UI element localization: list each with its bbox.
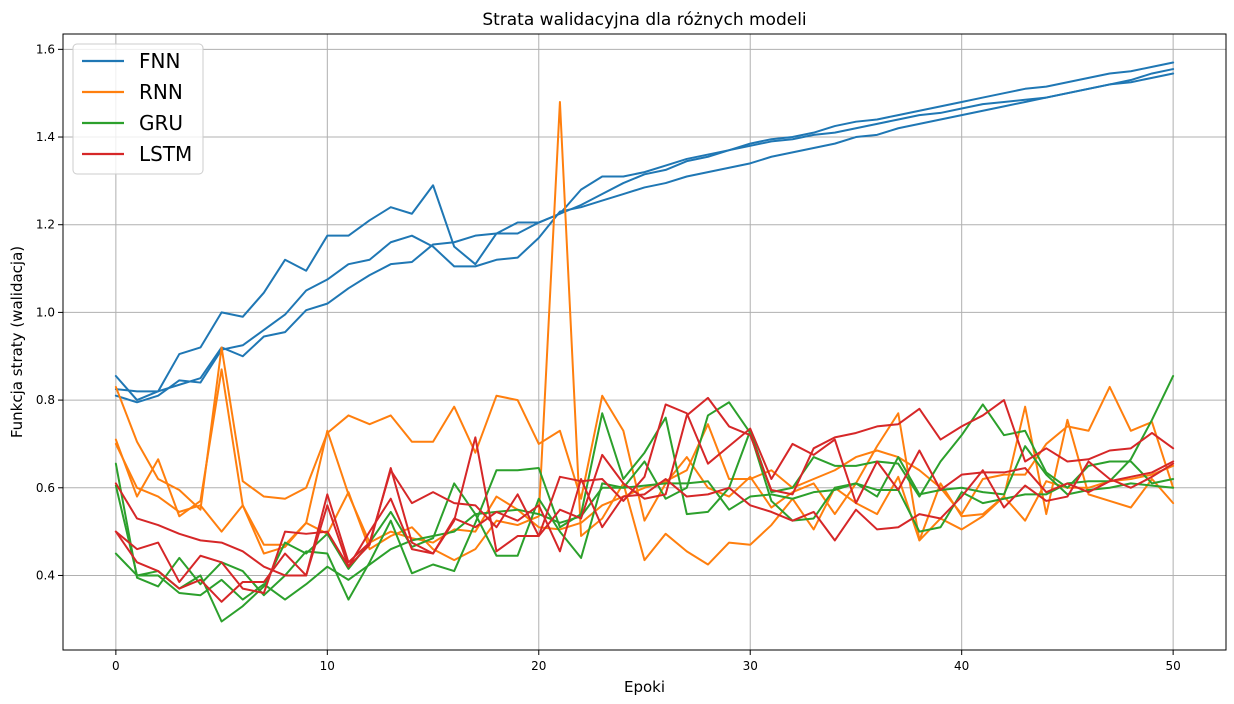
y-axis-ticks: 0.4 0.6 0.8 1.0 1.2 1.4 1.6 (36, 42, 63, 582)
x-tick-label: 10 (320, 659, 335, 673)
x-tick-label: 50 (1165, 659, 1180, 673)
y-tick-label: 1.4 (36, 130, 55, 144)
legend-label-gru: GRU (139, 111, 183, 135)
series-line-rnn-5 (114, 368, 1175, 555)
y-tick-label: 0.4 (36, 568, 55, 582)
x-tick-label: 20 (531, 659, 546, 673)
legend-label-fnn: FNN (139, 49, 180, 73)
series-line-rnn-6 (114, 100, 1175, 566)
series-line-gru-9 (114, 374, 1175, 601)
series-line-fnn-1 (114, 61, 1175, 402)
y-tick-label: 1.0 (36, 305, 55, 319)
x-tick-label: 30 (743, 659, 758, 673)
y-tick-label: 1.6 (36, 42, 55, 56)
series-line-fnn-2 (114, 68, 1175, 393)
y-tick-label: 0.6 (36, 481, 55, 495)
series-line-gru-8 (114, 401, 1175, 623)
y-tick-label: 1.2 (36, 218, 55, 232)
series-line-fnn-3 (114, 72, 1175, 404)
legend: FNN RNN GRU LSTM (72, 43, 204, 175)
series-line-lstm-10 (114, 396, 1175, 577)
chart-title: Strata walidacyjna dla różnych modeli (482, 10, 806, 30)
x-tick-label: 40 (954, 659, 969, 673)
series-line-gru-7 (114, 403, 1175, 601)
x-tick-label: 0 (112, 659, 120, 673)
legend-label-rnn: RNN (139, 80, 183, 104)
y-tick-label: 0.8 (36, 393, 55, 407)
grid (63, 34, 1226, 650)
x-axis-ticks: 0 10 20 30 40 50 (112, 650, 1181, 673)
series-lines (114, 61, 1175, 623)
y-axis-label: Funkcja straty (walidacja) (8, 246, 26, 438)
series-line-lstm-12 (114, 460, 1175, 594)
legend-box (72, 43, 204, 175)
x-axis-label: Epoki (624, 678, 665, 696)
series-line-lstm-11 (114, 403, 1175, 603)
plot-frame (62, 33, 1227, 651)
series-line-rnn-4 (114, 346, 1175, 542)
legend-label-lstm: LSTM (139, 142, 192, 166)
